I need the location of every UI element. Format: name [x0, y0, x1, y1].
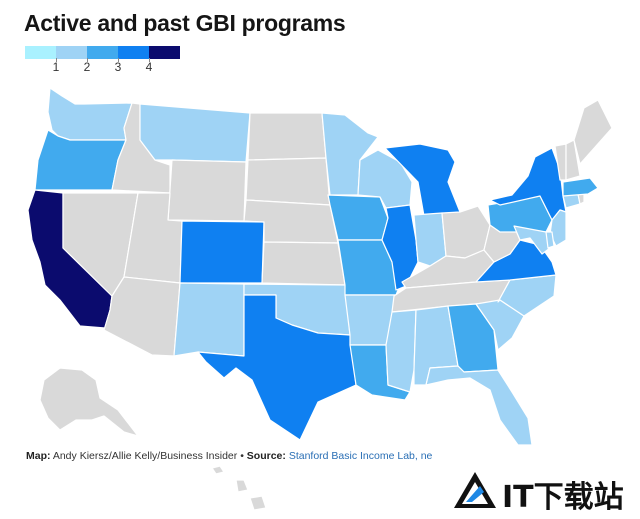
legend-label-3: 3 [114, 60, 122, 74]
watermark-text: IT下载站 [502, 480, 624, 515]
map-title: Active and past GBI programs [24, 10, 346, 36]
state-NM [173, 282, 245, 357]
state-SD [245, 157, 331, 206]
state-TX [197, 294, 357, 441]
legend-swatch-0 [25, 46, 56, 59]
state-MT [139, 103, 251, 163]
source-link[interactable]: Stanford Basic Income Lab, ne [288, 450, 433, 462]
map-credit: Map: Andy Kiersz/Allie Kelly/Business In… [26, 450, 441, 462]
state-MA [562, 177, 599, 197]
state-CO [179, 220, 265, 284]
map-credit-authors: Andy Kiersz/Allie Kelly/Business Insider [52, 450, 238, 462]
state-FL [425, 365, 533, 446]
state-DE [545, 231, 555, 249]
state-KS [261, 241, 346, 286]
credit-bullet: • [240, 450, 244, 462]
legend-label-4: 4 [145, 60, 153, 74]
legend-label-1: 1 [52, 60, 60, 74]
legend-swatch-1 [56, 46, 87, 59]
state-IN [413, 212, 447, 267]
source-prefix: Source: [246, 450, 286, 462]
legend-swatch-3 [118, 46, 149, 59]
state-HI [211, 465, 225, 475]
map-credit-prefix: Map: [26, 450, 51, 462]
triangle-logo-icon [454, 472, 496, 508]
state-NH [565, 139, 581, 181]
state-HI-3 [249, 495, 267, 511]
state-MS [385, 309, 417, 393]
state-IL [381, 204, 419, 291]
state-ND [247, 112, 327, 161]
legend: 1 2 3 4 [25, 46, 185, 76]
state-HI-2 [235, 479, 249, 493]
state-WY [167, 159, 247, 222]
state-IA [327, 194, 389, 241]
state-ME [573, 99, 613, 165]
state-WA [47, 87, 133, 141]
legend-swatch-4 [149, 46, 180, 59]
legend-label-2: 2 [83, 60, 91, 74]
watermark: IT下载站 [452, 468, 632, 515]
state-MI [384, 143, 461, 217]
legend-swatch-2 [87, 46, 118, 59]
state-AK [39, 367, 139, 437]
